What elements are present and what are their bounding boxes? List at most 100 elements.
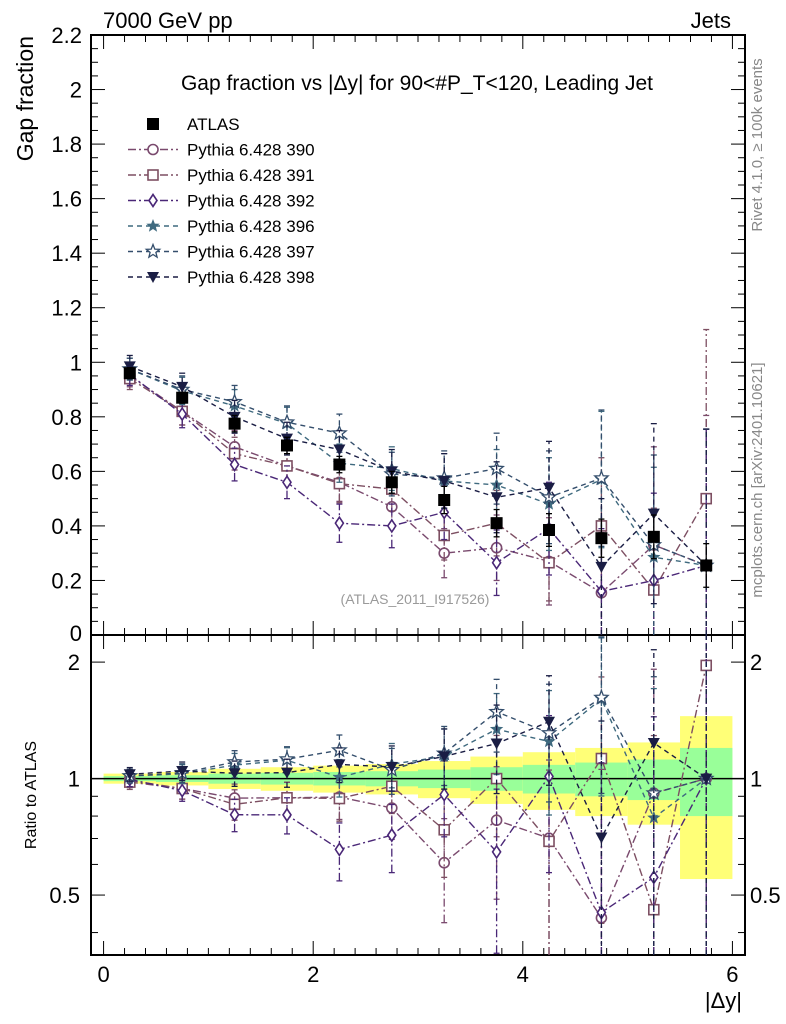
- y-tick-label: 2.2: [51, 23, 82, 48]
- x-axis-label: |Δy|: [705, 988, 742, 1013]
- y-tick-label: 1.8: [51, 132, 82, 157]
- ratio-point: [334, 841, 345, 857]
- data-point: [177, 406, 188, 422]
- y-tick-label: 1: [70, 350, 82, 375]
- y-tick-label: 1.6: [51, 187, 82, 212]
- data-point: [282, 474, 292, 490]
- legend-label: Pythia 6.428 398: [187, 268, 315, 287]
- chart-title: Gap fraction vs |Δy| for 90<#P_T<120, Le…: [181, 72, 653, 95]
- ratio-point: [123, 769, 136, 781]
- y-tick-label: 0.2: [51, 568, 82, 593]
- ratio-y-tick-label: 2: [68, 650, 80, 675]
- y-axis-label-main: Gap fraction: [12, 36, 38, 161]
- legend-label: Pythia 6.428 396: [187, 217, 315, 236]
- ratio-y-tick-label: 1: [750, 767, 762, 792]
- data-point: [647, 508, 660, 520]
- series-pythia-6.428-391: [123, 328, 713, 955]
- data-point: [595, 561, 608, 573]
- rivet-version-label: Rivet 4.1.0, ≥ 100k events: [749, 58, 766, 231]
- ratio-point: [280, 767, 293, 779]
- y-tick-label: 0.4: [51, 514, 82, 539]
- ratio-point: [177, 783, 188, 799]
- ratio-point: [385, 761, 398, 773]
- ratio-series-line: [129, 697, 707, 819]
- data-point: [123, 361, 136, 373]
- ratio-point: [332, 770, 347, 783]
- series-line: [129, 375, 707, 594]
- ratio-point: [490, 738, 503, 750]
- ratio-point: [700, 773, 713, 785]
- legend-label: Pythia 6.428 391: [187, 166, 315, 185]
- data-point: [333, 444, 346, 456]
- data-point: [647, 530, 660, 543]
- data-point: [595, 532, 608, 545]
- x-tick-label: 4: [517, 962, 529, 987]
- data-point: [593, 469, 610, 486]
- y-axis-label-ratio: Ratio to ATLAS: [23, 741, 40, 849]
- data-point: [385, 476, 398, 489]
- data-point: [229, 457, 240, 472]
- ratio-point: [386, 827, 397, 843]
- legend-marker: [147, 143, 159, 156]
- ratio-point: [438, 751, 451, 763]
- legend-marker: [146, 219, 160, 232]
- series-pythia-6.428-396: [123, 357, 713, 955]
- legend-marker: [148, 193, 158, 208]
- data-point: [438, 475, 451, 487]
- y-tick-label: 2: [70, 78, 82, 103]
- data-point: [438, 494, 451, 506]
- ratio-point: [543, 716, 556, 728]
- ratio-point: [647, 737, 660, 749]
- axis-ticks: 0 2 4 6 0 0.2 0.4 0.6 0.8 1 1.2 1.4 1.6 1.8 2 2.2 0.5 0.5…: [49, 23, 780, 987]
- x-tick-label: 0: [97, 962, 109, 987]
- ratio-series-line: [129, 720, 707, 840]
- ratio-point: [595, 832, 608, 844]
- series-line: [129, 368, 707, 567]
- series-line: [129, 378, 707, 592]
- ratio-point: [229, 807, 240, 823]
- data-point: [543, 524, 556, 536]
- legend-label: Pythia 6.428 392: [187, 192, 315, 211]
- data-point: [490, 492, 503, 504]
- data-point: [334, 515, 345, 531]
- data-point: [176, 381, 189, 393]
- data-point: [491, 555, 502, 571]
- legend-label: Pythia 6.428 397: [187, 243, 315, 262]
- series-atlas: [123, 367, 713, 588]
- legend-marker: [144, 242, 162, 259]
- data-point: [123, 367, 136, 380]
- ratio-point: [282, 807, 292, 823]
- ratio-point: [491, 844, 502, 860]
- mcplots-label: mcplots.cern.ch [arXiv:2401.10621]: [749, 362, 766, 597]
- x-tick-label: 2: [307, 962, 319, 987]
- ratio-point: [176, 766, 189, 778]
- series-pythia-6.428-397: [121, 357, 715, 955]
- series-pythia-6.428-398: [123, 354, 713, 955]
- data-point: [228, 417, 241, 430]
- data-point: [176, 391, 189, 404]
- ratio-point: [648, 869, 659, 885]
- data-point: [280, 439, 293, 452]
- ratio-point: [333, 759, 346, 771]
- ratio-series-line: [129, 777, 707, 920]
- series-line: [129, 368, 707, 567]
- ratio-point: [228, 768, 241, 780]
- ratio-point: [542, 734, 556, 748]
- y-tick-label: 1.4: [51, 241, 82, 266]
- series-line: [129, 365, 707, 568]
- legend-marker: [147, 169, 159, 181]
- legend-marker: [147, 118, 159, 130]
- data-point: [386, 518, 397, 534]
- energy-label: 7000 GeV pp: [103, 8, 233, 33]
- data-point: [490, 517, 503, 530]
- data-point: [333, 458, 346, 471]
- ratio-y-tick-label: 0.5: [750, 883, 781, 908]
- ratio-series-line: [129, 665, 707, 913]
- data-point: [543, 482, 556, 494]
- legend-marker: [147, 272, 159, 283]
- y-tick-label: 0.6: [51, 459, 82, 484]
- series-line: [129, 373, 707, 593]
- ratio-point: [439, 787, 450, 803]
- y-tick-label: 0: [70, 621, 82, 646]
